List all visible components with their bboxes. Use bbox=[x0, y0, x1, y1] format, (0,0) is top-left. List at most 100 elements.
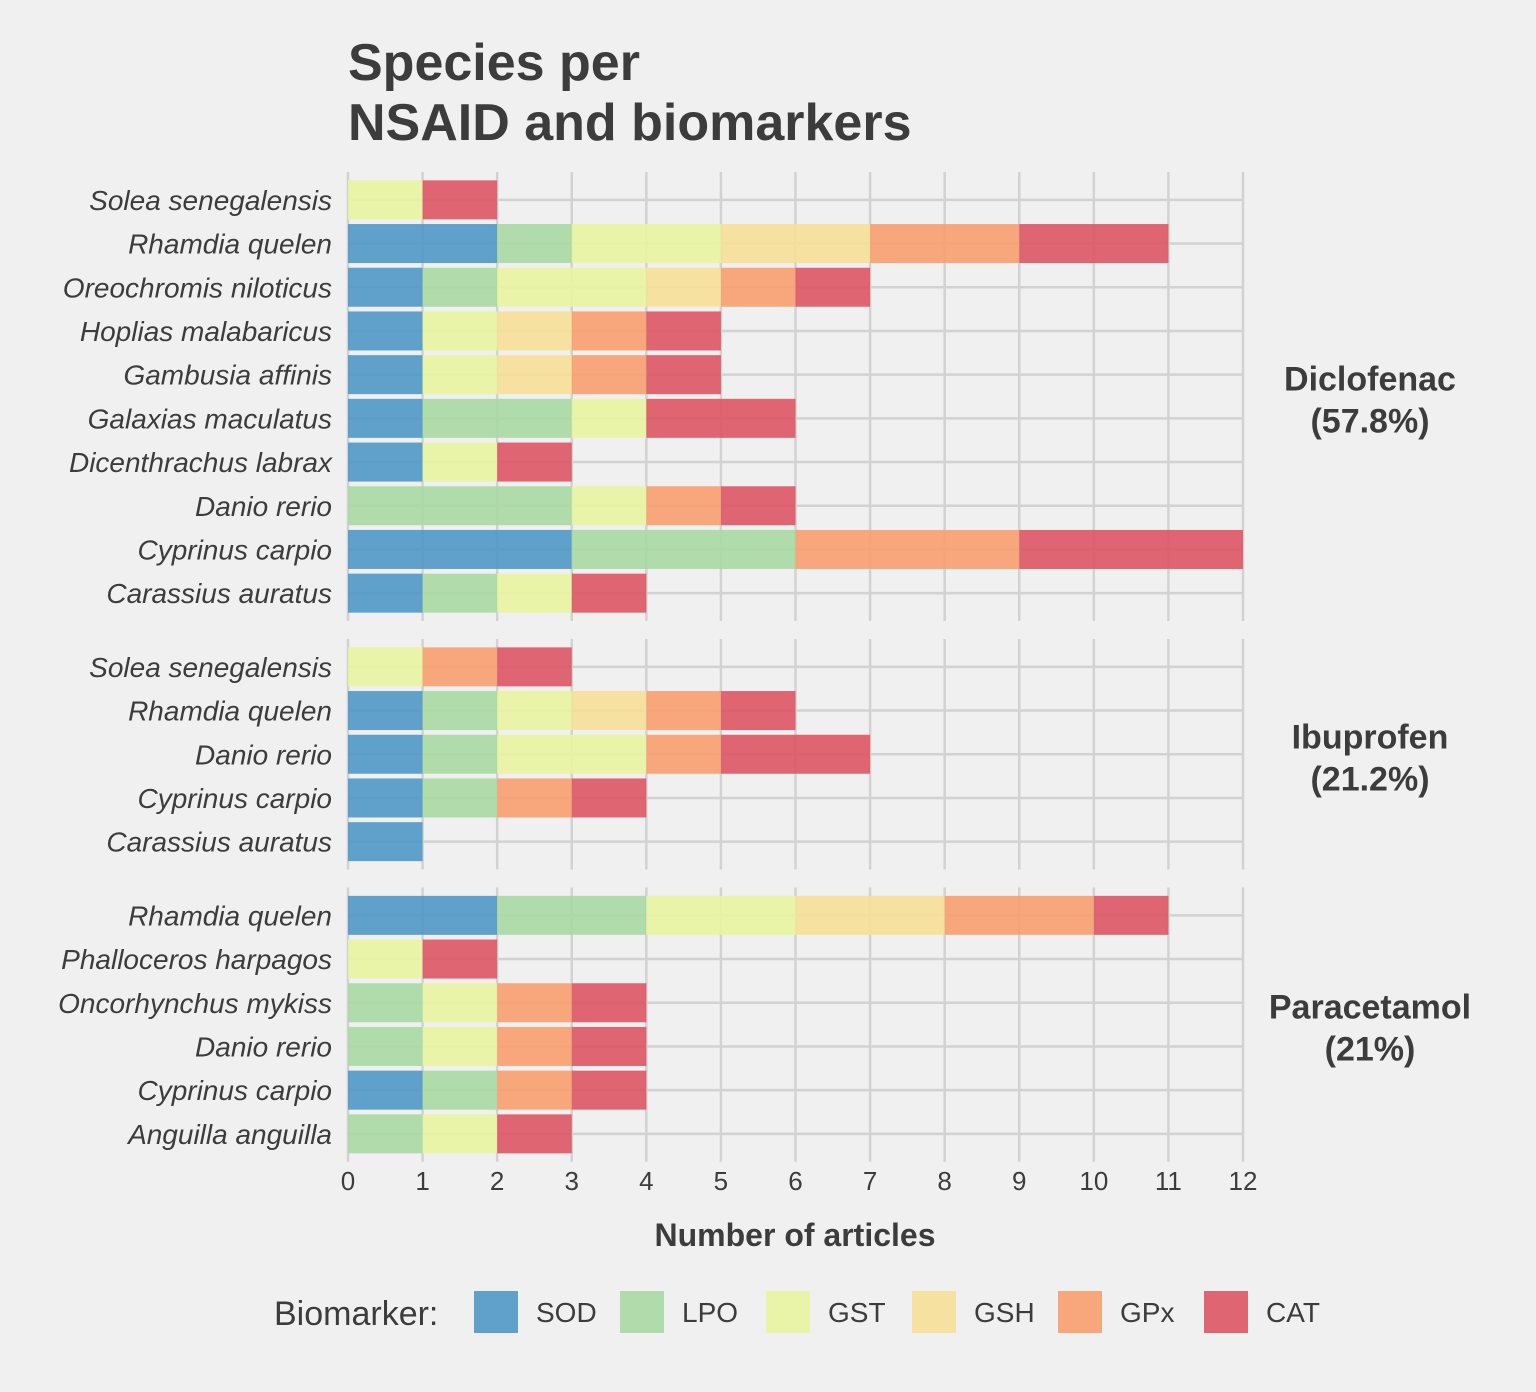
species-label: Rhamdia quelen bbox=[128, 229, 332, 260]
bar-paracetamol-rhamdia-quelen-cat bbox=[1093, 895, 1169, 935]
bar-paracetamol-danio-rerio-gpx bbox=[497, 1026, 572, 1066]
facet-label-paracetamol: Paracetamol bbox=[1269, 989, 1471, 1027]
bar-paracetamol-oncorhynchus-mykiss-lpo bbox=[348, 983, 423, 1023]
species-label: Gambusia affinis bbox=[123, 360, 332, 391]
bar-diclofenac-gambusia-affinis-sod bbox=[348, 355, 423, 395]
bar-ibuprofen-rhamdia-quelen-cat bbox=[720, 691, 796, 731]
bar-paracetamol-oncorhynchus-mykiss-gpx bbox=[497, 983, 572, 1023]
bar-diclofenac-oreochromis-niloticus-gpx bbox=[720, 267, 796, 307]
bar-paracetamol-danio-rerio-lpo bbox=[348, 1026, 423, 1066]
species-label: Danio rerio bbox=[195, 1031, 332, 1062]
species-label: Anguilla anguilla bbox=[126, 1119, 332, 1150]
bar-diclofenac-oreochromis-niloticus-cat bbox=[795, 267, 871, 307]
bar-diclofenac-cyprinus-carpio-gpx bbox=[795, 529, 1020, 569]
x-tick-label: 9 bbox=[1012, 1166, 1026, 1196]
bar-diclofenac-danio-rerio-cat bbox=[720, 486, 796, 526]
species-label: Galaxias maculatus bbox=[88, 403, 332, 434]
x-axis-label: Number of articles bbox=[655, 1217, 936, 1253]
bar-diclofenac-hoplias-malabaricus-gsh bbox=[497, 311, 572, 351]
bar-ibuprofen-carassius-auratus-sod bbox=[348, 822, 423, 862]
bar-diclofenac-dicenthrachus-labrax-cat bbox=[497, 442, 572, 482]
bar-diclofenac-danio-rerio-gpx bbox=[646, 486, 721, 526]
bar-diclofenac-rhamdia-quelen-gpx bbox=[870, 224, 1020, 264]
bar-paracetamol-phalloceros-harpagos-cat bbox=[422, 939, 498, 979]
chart-title-line-2: NSAID and biomarkers bbox=[348, 94, 912, 152]
legend-swatch-gpx bbox=[1058, 1291, 1102, 1333]
species-labels: Solea senegalensis Rhamdia quelen Oreochro… bbox=[58, 185, 333, 1150]
bar-diclofenac-danio-rerio-gst bbox=[571, 486, 647, 526]
legend-swatch-gsh bbox=[912, 1291, 956, 1333]
bar-diclofenac-galaxias-maculatus-sod bbox=[348, 398, 423, 438]
legend-label-gsh: GSH bbox=[974, 1297, 1035, 1328]
x-tick-label: 2 bbox=[490, 1166, 504, 1196]
bar-ibuprofen-rhamdia-quelen-gsh bbox=[571, 691, 647, 731]
bar-diclofenac-oreochromis-niloticus-sod bbox=[348, 267, 423, 307]
bar-ibuprofen-cyprinus-carpio-cat bbox=[571, 778, 647, 818]
bar-diclofenac-rhamdia-quelen-cat bbox=[1019, 224, 1169, 264]
bar-ibuprofen-rhamdia-quelen-gst bbox=[497, 691, 572, 731]
legend-label-gpx: GPx bbox=[1120, 1297, 1174, 1328]
species-label: Oreochromis niloticus bbox=[63, 272, 332, 303]
legend-swatch-sod bbox=[474, 1291, 518, 1333]
bar-paracetamol-cyprinus-carpio-cat bbox=[571, 1070, 647, 1110]
bar-diclofenac-cyprinus-carpio-lpo bbox=[571, 529, 796, 569]
chart-title-line-1: Species per bbox=[348, 34, 640, 92]
bar-diclofenac-carassius-auratus-gst bbox=[497, 573, 572, 613]
bar-paracetamol-anguilla-anguilla-cat bbox=[497, 1114, 572, 1154]
species-label: Danio rerio bbox=[195, 491, 332, 522]
bar-diclofenac-carassius-auratus-cat bbox=[571, 573, 647, 613]
legend: Biomarker: SOD LPO GST GSH GPx CAT bbox=[274, 1291, 1320, 1333]
facet-label-ibuprofen: Ibuprofen bbox=[1292, 718, 1449, 756]
bar-diclofenac-hoplias-malabaricus-gpx bbox=[571, 311, 647, 351]
bar-ibuprofen-cyprinus-carpio-gpx bbox=[497, 778, 572, 818]
bar-paracetamol-cyprinus-carpio-lpo bbox=[422, 1070, 498, 1110]
legend-label-lpo: LPO bbox=[682, 1297, 738, 1328]
legend-title: Biomarker: bbox=[274, 1295, 438, 1333]
species-label: Carassius auratus bbox=[106, 827, 332, 858]
legend-label-sod: SOD bbox=[536, 1297, 597, 1328]
bar-paracetamol-phalloceros-harpagos-gst bbox=[348, 939, 423, 979]
x-tick-label: 6 bbox=[788, 1166, 802, 1196]
bar-paracetamol-rhamdia-quelen-gst bbox=[646, 895, 796, 935]
bar-diclofenac-oreochromis-niloticus-gsh bbox=[646, 267, 721, 307]
bar-paracetamol-cyprinus-carpio-gpx bbox=[497, 1070, 572, 1110]
bar-paracetamol-oncorhynchus-mykiss-gst bbox=[422, 983, 498, 1023]
bar-diclofenac-dicenthrachus-labrax-gst bbox=[422, 442, 498, 482]
x-tick-label: 8 bbox=[937, 1166, 951, 1196]
bar-ibuprofen-danio-rerio-cat bbox=[720, 734, 871, 774]
bar-ibuprofen-danio-rerio-sod bbox=[348, 734, 423, 774]
bar-diclofenac-gambusia-affinis-cat bbox=[646, 355, 721, 395]
legend-swatch-cat bbox=[1204, 1291, 1248, 1333]
bar-diclofenac-danio-rerio-lpo bbox=[348, 486, 572, 526]
bar-ibuprofen-danio-rerio-gst bbox=[497, 734, 647, 774]
legend-label-gst: GST bbox=[828, 1297, 886, 1328]
species-label: Dicenthrachus labrax bbox=[69, 447, 333, 478]
species-label: Cyprinus carpio bbox=[137, 534, 332, 565]
species-label: Cyprinus carpio bbox=[137, 783, 332, 814]
x-tick-label: 5 bbox=[714, 1166, 728, 1196]
bar-diclofenac-hoplias-malabaricus-sod bbox=[348, 311, 423, 351]
bar-diclofenac-galaxias-maculatus-gst bbox=[571, 398, 647, 438]
facet-label-diclofenac: Diclofenac bbox=[1284, 361, 1456, 399]
x-tick-label: 12 bbox=[1229, 1166, 1258, 1196]
bar-diclofenac-oreochromis-niloticus-lpo bbox=[422, 267, 498, 307]
species-label: Cyprinus carpio bbox=[137, 1075, 332, 1106]
bar-diclofenac-gambusia-affinis-gsh bbox=[497, 355, 572, 395]
species-label: Hoplias malabaricus bbox=[80, 316, 332, 347]
bar-diclofenac-solea-senegalensis-gst bbox=[348, 180, 423, 220]
bar-paracetamol-rhamdia-quelen-gsh bbox=[795, 895, 945, 935]
bar-ibuprofen-solea-senegalensis-gst bbox=[348, 647, 423, 687]
bar-paracetamol-rhamdia-quelen-sod bbox=[348, 895, 498, 935]
bar-diclofenac-galaxias-maculatus-lpo bbox=[422, 398, 572, 438]
bar-ibuprofen-cyprinus-carpio-lpo bbox=[422, 778, 498, 818]
species-label: Oncorhynchus mykiss bbox=[58, 988, 332, 1019]
x-axis-ticks: 0 1 2 3 4 5 6 7 8 9 10 11 12 bbox=[341, 1166, 1258, 1196]
facet-share-paracetamol: (21%) bbox=[1325, 1031, 1416, 1069]
legend-swatch-gst bbox=[766, 1291, 810, 1333]
bar-ibuprofen-solea-senegalensis-cat bbox=[497, 647, 572, 687]
species-label: Solea senegalensis bbox=[89, 652, 332, 683]
x-tick-label: 0 bbox=[341, 1166, 355, 1196]
bar-diclofenac-dicenthrachus-labrax-sod bbox=[348, 442, 423, 482]
bar-diclofenac-solea-senegalensis-cat bbox=[422, 180, 498, 220]
x-tick-label: 11 bbox=[1155, 1166, 1182, 1196]
